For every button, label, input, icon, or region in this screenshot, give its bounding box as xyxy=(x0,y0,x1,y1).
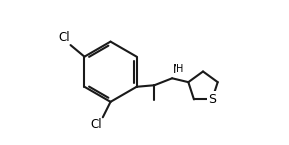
Text: S: S xyxy=(208,93,216,106)
Text: H: H xyxy=(175,64,183,74)
Text: Cl: Cl xyxy=(58,31,70,44)
Text: Cl: Cl xyxy=(90,118,102,131)
Text: N: N xyxy=(173,64,181,76)
